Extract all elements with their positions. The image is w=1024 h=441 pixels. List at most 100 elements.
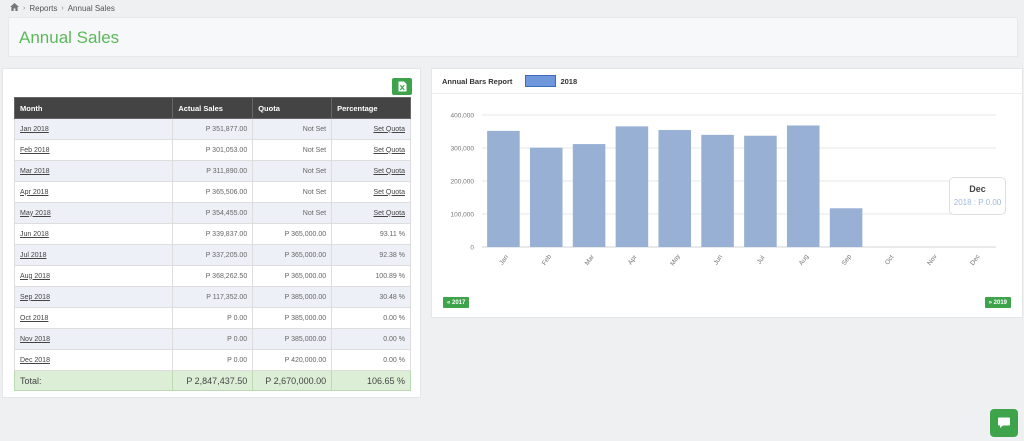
actual-sales-cell: P 0.00 — [172, 307, 254, 329]
actual-sales-cell: P 0.00 — [172, 349, 254, 371]
percentage-cell: 30.48 % — [331, 286, 411, 308]
x-tick-label: Oct — [884, 254, 896, 266]
percentage-cell: 0.00 % — [331, 328, 411, 350]
month-link[interactable]: Dec 2018 — [13, 349, 174, 371]
month-link-text[interactable]: Oct 2018 — [20, 314, 49, 322]
month-link-text[interactable]: May 2018 — [20, 209, 51, 217]
set-quota-link[interactable]: Set Quota — [373, 167, 405, 175]
actual-sales-cell: P 0.00 — [172, 328, 254, 350]
month-link[interactable]: Aug 2018 — [13, 265, 174, 287]
x-tick-label: Jan — [498, 254, 510, 267]
home-icon[interactable] — [10, 3, 19, 13]
chart-tooltip: Dec 2018 : P 0.00 — [949, 177, 1006, 215]
x-tick-label: Mar — [584, 253, 597, 267]
col-header-percentage[interactable]: Percentage — [331, 97, 411, 119]
excel-icon — [398, 81, 406, 92]
month-link-text[interactable]: Feb 2018 — [20, 146, 50, 154]
table-row: Jan 2018 P 351,877.00 Not Set Set Quota — [13, 118, 411, 140]
month-link-text[interactable]: Sep 2018 — [20, 293, 50, 301]
actual-sales-cell: P 337,205.00 — [172, 244, 254, 266]
set-quota-cell[interactable]: Set Quota — [331, 160, 411, 182]
percentage-cell: 100.89 % — [331, 265, 411, 287]
bar-apr[interactable] — [615, 126, 649, 247]
y-tick-label: 100,000 — [451, 212, 475, 219]
table-row: Jun 2018 P 339,837.00 P 365,000.00 93.11 % — [13, 223, 411, 245]
bar-mar[interactable] — [572, 144, 606, 247]
month-link-text[interactable]: Apr 2018 — [20, 188, 49, 196]
month-link[interactable]: Sep 2018 — [13, 286, 174, 308]
bar-may[interactable] — [658, 130, 692, 247]
set-quota-cell[interactable]: Set Quota — [331, 118, 411, 140]
col-header-actual-sales[interactable]: Actual Sales — [172, 97, 254, 119]
quota-cell: P 385,000.00 — [252, 307, 333, 329]
set-quota-cell[interactable]: Set Quota — [331, 202, 411, 224]
col-header-month[interactable]: Month — [13, 97, 174, 119]
total-quota: P 2,670,000.00 — [252, 370, 333, 391]
table-header-row: Month Actual Sales Quota Percentage — [13, 97, 411, 119]
bar-feb[interactable] — [529, 147, 563, 247]
legend-swatch[interactable] — [525, 75, 557, 87]
quota-cell: P 365,000.00 — [252, 244, 333, 266]
chart-panel: Annual Bars Report 2018 0 100,000 200,000 3… — [431, 68, 1023, 318]
tooltip-title: Dec — [969, 184, 986, 194]
table-row: Aug 2018 P 368,262.50 P 365,000.00 100.89 % — [13, 265, 411, 287]
month-link-text[interactable]: Aug 2018 — [20, 272, 50, 280]
bar-jan[interactable] — [487, 130, 520, 247]
total-label: Total: — [13, 370, 174, 391]
legend-label[interactable]: 2018 — [560, 76, 578, 86]
bar-aug[interactable] — [786, 125, 820, 247]
quota-cell: P 365,000.00 — [252, 265, 333, 287]
table-row: Dec 2018 P 0.00 P 420,000.00 0.00 % — [13, 349, 411, 371]
percentage-cell: 0.00 % — [331, 307, 411, 329]
total-percentage: 106.65 % — [331, 370, 411, 391]
quota-cell: P 420,000.00 — [252, 349, 333, 371]
bar-jun[interactable] — [701, 134, 734, 247]
month-link[interactable]: Mar 2018 — [13, 160, 174, 182]
quota-cell: P 365,000.00 — [252, 223, 333, 245]
month-link-text[interactable]: Dec 2018 — [20, 356, 50, 364]
month-link-text[interactable]: Jul 2018 — [20, 251, 47, 259]
month-link-text[interactable]: Jan 2018 — [20, 125, 49, 133]
month-link[interactable]: Oct 2018 — [13, 307, 174, 329]
actual-sales-cell: P 368,262.50 — [172, 265, 254, 287]
percentage-cell: 93.11 % — [331, 223, 411, 245]
month-link[interactable]: Feb 2018 — [13, 139, 174, 161]
set-quota-cell[interactable]: Set Quota — [331, 139, 411, 161]
bar-sep[interactable] — [829, 208, 863, 247]
month-link-text[interactable]: Jun 2018 — [20, 230, 49, 238]
set-quota-link[interactable]: Set Quota — [373, 188, 405, 196]
total-actual: P 2,847,437.50 — [172, 370, 254, 391]
month-link[interactable]: Nov 2018 — [13, 328, 174, 350]
month-link[interactable]: Jan 2018 — [13, 118, 174, 140]
table-row: Sep 2018 P 117,352.00 P 385,000.00 30.48 % — [13, 286, 411, 308]
col-header-quota[interactable]: Quota — [252, 97, 333, 119]
next-year-button[interactable]: » 2019 — [984, 297, 1011, 308]
y-tick-label: 200,000 — [451, 179, 475, 186]
set-quota-link[interactable]: Set Quota — [373, 125, 405, 133]
x-tick-label: Jul — [756, 254, 767, 265]
actual-sales-cell: P 311,890.00 — [172, 160, 254, 182]
month-link[interactable]: Jun 2018 — [13, 223, 174, 245]
set-quota-cell[interactable]: Set Quota — [331, 181, 411, 203]
x-tick-label: Dec — [969, 253, 982, 267]
breadcrumb-reports[interactable]: Reports — [29, 3, 58, 13]
set-quota-link[interactable]: Set Quota — [373, 146, 405, 154]
bar-jul[interactable] — [744, 135, 777, 247]
y-tick-label: 400,000 — [451, 113, 475, 120]
month-link-text[interactable]: Nov 2018 — [20, 335, 50, 343]
table-row: Oct 2018 P 0.00 P 385,000.00 0.00 % — [13, 307, 411, 329]
month-link-text[interactable]: Mar 2018 — [20, 167, 50, 175]
month-link[interactable]: Apr 2018 — [13, 181, 174, 203]
prev-year-button[interactable]: « 2017 — [443, 297, 470, 308]
month-link[interactable]: Jul 2018 — [13, 244, 174, 266]
set-quota-link[interactable]: Set Quota — [373, 209, 405, 217]
y-tick-label: 300,000 — [451, 146, 475, 153]
quota-cell: Not Set — [252, 118, 333, 140]
month-link[interactable]: May 2018 — [13, 202, 174, 224]
x-tick-label: Sep — [841, 253, 854, 267]
chat-button[interactable] — [990, 409, 1018, 437]
tooltip-value: 2018 : P 0.00 — [953, 198, 1002, 207]
export-excel-button[interactable] — [392, 78, 412, 95]
quota-cell: P 385,000.00 — [252, 328, 333, 350]
x-tick-label: Nov — [926, 253, 939, 267]
